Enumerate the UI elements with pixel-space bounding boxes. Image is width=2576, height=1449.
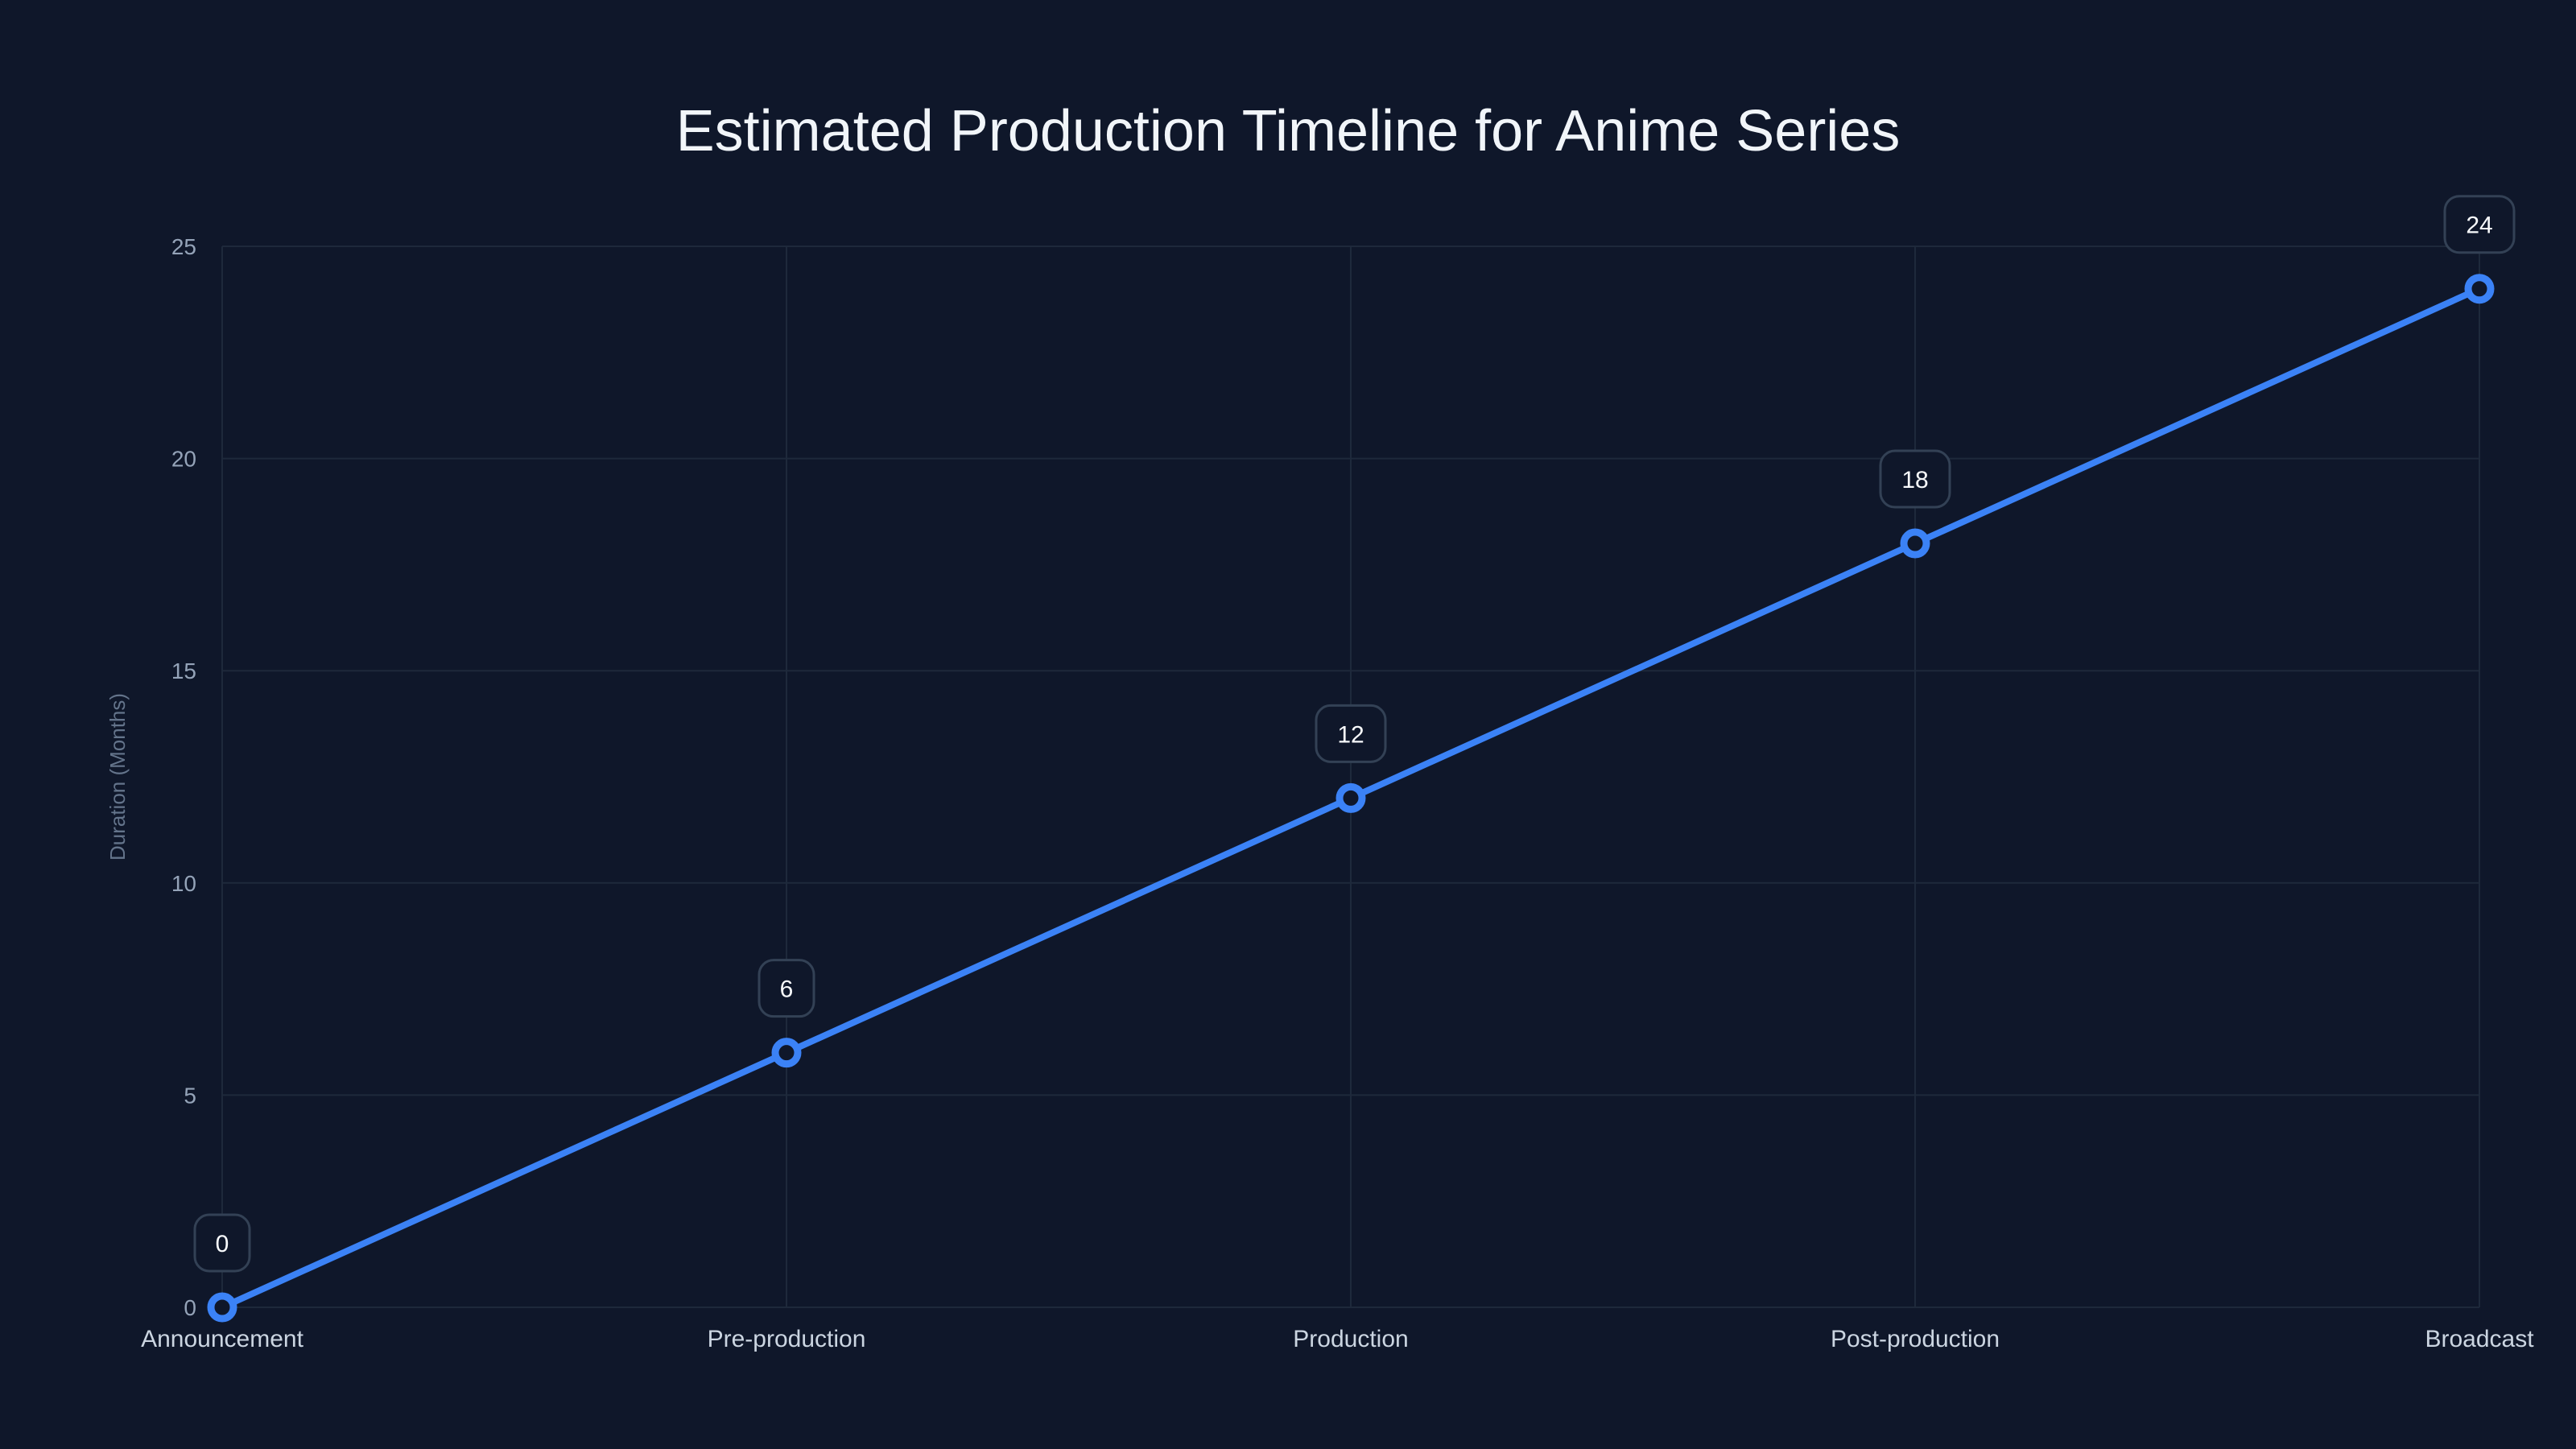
data-label: 12 bbox=[1337, 721, 1364, 748]
y-tick-label: 0 bbox=[184, 1295, 196, 1320]
data-point[interactable] bbox=[207, 1292, 237, 1323]
data-point[interactable] bbox=[2464, 274, 2495, 304]
x-tick-label: Production bbox=[1293, 1326, 1408, 1352]
data-label-box bbox=[758, 959, 815, 1018]
x-tick-label: Announcement bbox=[141, 1326, 303, 1352]
x-tick-label: Broadcast bbox=[2425, 1326, 2534, 1352]
data-label-box bbox=[193, 1213, 251, 1273]
data-label-box bbox=[2443, 195, 2516, 254]
data-label-box bbox=[1315, 704, 1387, 763]
y-tick-label: 10 bbox=[171, 871, 196, 896]
y-tick-label: 5 bbox=[184, 1083, 196, 1108]
data-label: 18 bbox=[1901, 467, 1928, 493]
y-tick-label: 25 bbox=[171, 234, 196, 259]
x-tick-label: Pre-production bbox=[708, 1326, 866, 1352]
x-tick-label: Post-production bbox=[1831, 1326, 2000, 1352]
data-point[interactable] bbox=[771, 1038, 802, 1068]
data-label: 6 bbox=[780, 976, 794, 1003]
data-point[interactable] bbox=[1335, 782, 1366, 813]
y-tick-label: 15 bbox=[171, 658, 196, 683]
data-labels: 0 6 12 18 24 bbox=[193, 195, 2516, 1273]
data-point[interactable] bbox=[1900, 528, 1930, 559]
y-axis-label: Duration (Months) bbox=[105, 693, 130, 861]
chart-title: Estimated Production Timeline for Anime … bbox=[676, 99, 1901, 163]
data-points bbox=[207, 274, 2495, 1323]
gridlines bbox=[221, 246, 2480, 1308]
data-label: 24 bbox=[2466, 213, 2492, 239]
y-axis-ticks: 0 5 10 15 20 25 bbox=[171, 234, 196, 1320]
x-axis-ticks: Announcement Pre-production Production Post… bbox=[141, 1326, 2534, 1352]
data-label-box bbox=[1879, 449, 1951, 509]
data-label: 0 bbox=[216, 1231, 229, 1257]
y-tick-label: 20 bbox=[171, 447, 196, 472]
